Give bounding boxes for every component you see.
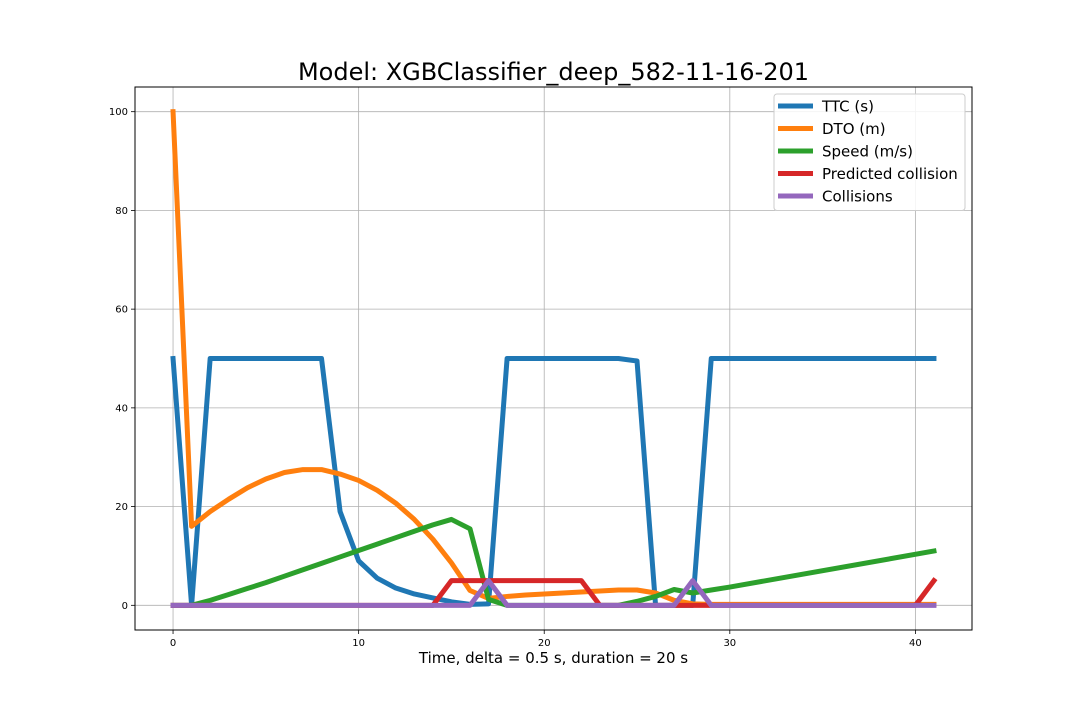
x-tick-label: 10 [352,638,365,649]
legend: TTC (s) DTO (m) Speed (m/s) Predicted colli… [773,93,966,211]
legend-box [773,93,966,211]
y-tick-label: 100 [109,107,128,118]
y-tick-label: 20 [115,502,128,513]
axis-ticks: 0 10 20 30 40 0 20 40 60 80 100 [109,107,922,649]
series-lines [170,109,938,608]
series-line-dto-m [170,109,937,607]
x-tick-label: 30 [723,638,736,649]
y-tick-label: 60 [115,305,128,316]
plot-frame [134,86,973,631]
x-tick-label: 40 [909,638,922,649]
series-line-speed-m-s [170,516,937,608]
legend-label: DTO (m) [822,120,886,138]
legend-label: Collisions [822,188,893,206]
x-tick-label: 0 [170,638,176,649]
series-line-collisions [170,578,937,608]
legend-label: TTC (s) [821,98,874,116]
y-tick-label: 40 [115,403,128,414]
chart-title: Model: XGBClassifier_deep_582-11-16-201 [298,58,809,86]
legend-label: Speed (m/s) [822,143,913,161]
y-tick-label: 0 [122,601,128,612]
y-tick-label: 80 [115,206,128,217]
x-axis-label: Time, delta = 0.5 s, duration = 20 s [418,649,688,667]
x-tick-label: 20 [538,638,551,649]
legend-label: Predicted collision [822,165,958,183]
